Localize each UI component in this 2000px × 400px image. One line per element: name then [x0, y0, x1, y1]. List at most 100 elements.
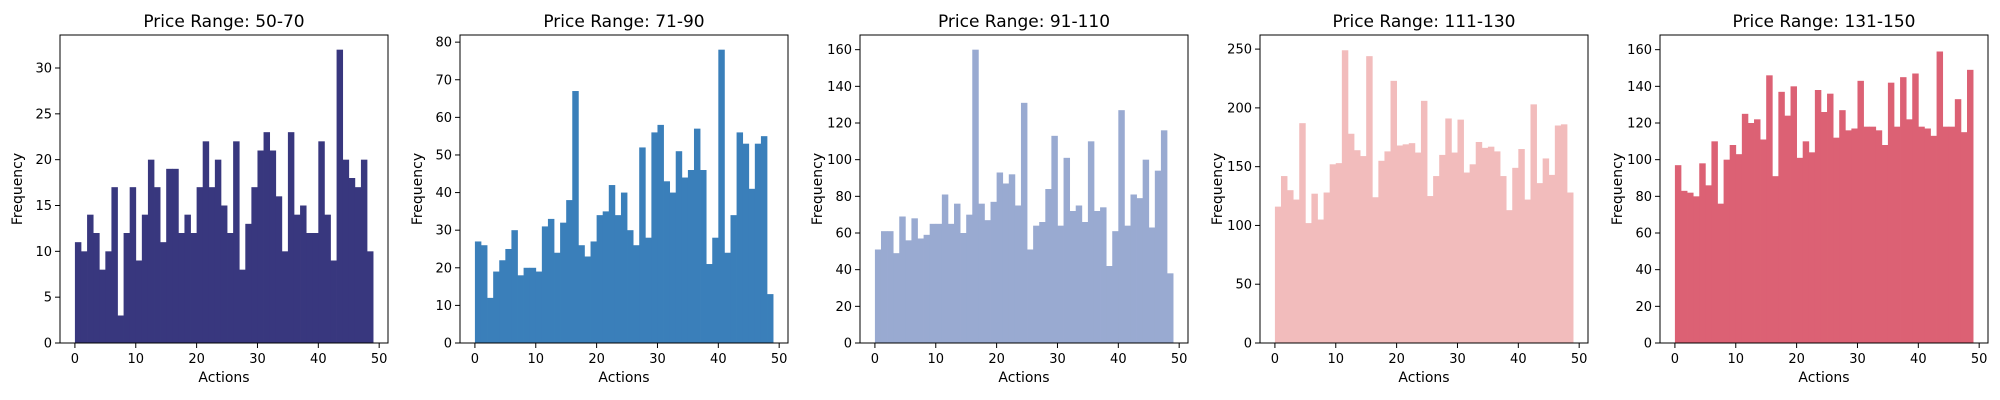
histogram-bar: [954, 203, 961, 343]
histogram-bar: [1936, 51, 1944, 343]
histogram-bar: [911, 218, 918, 343]
histogram-panel-1: 0 10 20 30 40 50 0 5 10 15 20 25 30 Price Range: 50-7…: [10, 12, 389, 386]
histogram-bar: [1912, 73, 1919, 343]
x-tick-label: 50: [1571, 352, 1588, 367]
x-tick-label: 20: [1388, 352, 1405, 367]
x-tick-label: 0: [871, 352, 879, 367]
histogram-bar: [1481, 147, 1489, 343]
histogram-bar: [1372, 197, 1379, 343]
histogram-bar: [293, 214, 301, 343]
histogram-bar: [1741, 113, 1749, 343]
histogram-bar: [1427, 196, 1434, 343]
histogram-bar: [560, 222, 567, 343]
x-tick-label: 40: [1510, 352, 1527, 367]
histogram-bar: [348, 178, 356, 343]
histogram-bar: [1463, 172, 1471, 343]
histogram-bar: [596, 215, 604, 343]
x-tick-label: 10: [127, 352, 144, 367]
panel-title: Price Range: 91-110: [938, 12, 1110, 32]
histogram-bar: [499, 260, 506, 343]
histogram-bar: [1845, 130, 1852, 343]
y-tick-label: 40: [835, 263, 852, 278]
histogram-bar: [880, 231, 888, 343]
histogram-panel-3: 0 10 20 30 40 50 0 20 40 60 80 100 120 140 160 Price Ra…: [810, 12, 1189, 386]
histogram-bar: [923, 234, 931, 343]
histogram-bar: [1311, 193, 1318, 343]
histogram-bar: [178, 233, 185, 343]
y-tick-label: 5: [44, 291, 52, 306]
histogram-bar: [1554, 125, 1562, 344]
histogram-bar: [123, 233, 131, 343]
histogram-bar: [899, 216, 906, 343]
x-axis-label: Actions: [598, 370, 649, 386]
histogram-bar: [318, 141, 325, 343]
panel-title: Price Range: 131-150: [1733, 12, 1916, 32]
histogram-bar: [602, 211, 610, 343]
histogram-bar: [996, 172, 1004, 343]
histogram-bar: [614, 215, 622, 343]
histogram-bar: [354, 187, 362, 343]
histogram-bar: [1360, 156, 1367, 343]
histogram-bar: [1772, 176, 1779, 343]
x-tick-label: 30: [1049, 352, 1066, 367]
histogram-bar: [1506, 210, 1513, 343]
histogram-bar: [1918, 126, 1925, 343]
histogram-bar: [1335, 163, 1343, 343]
histogram-bar: [1451, 152, 1458, 343]
histogram-bar: [111, 187, 118, 343]
histogram-bar: [1729, 145, 1737, 343]
histogram-bar: [1542, 158, 1550, 343]
y-tick-label: 60: [835, 227, 852, 242]
y-tick-label: 140: [827, 80, 852, 95]
histogram-bar: [239, 269, 246, 343]
histogram-bar: [233, 141, 240, 343]
histogram-bar: [1347, 133, 1355, 343]
histogram-bar: [1960, 132, 1968, 343]
histogram-bar: [1293, 199, 1300, 343]
histogram-bar: [887, 231, 894, 343]
x-tick-label: 40: [1910, 352, 1927, 367]
histogram-bar: [1723, 159, 1731, 343]
histogram-bar: [129, 187, 137, 343]
histogram-bar: [554, 252, 561, 343]
y-tick-label: 15: [35, 199, 52, 214]
histogram-bar: [214, 159, 222, 343]
histogram-bar: [893, 253, 900, 343]
y-tick-label: 120: [1627, 117, 1652, 132]
histogram-bar: [1457, 119, 1464, 343]
y-tick-label: 100: [827, 153, 852, 168]
histogram-bar: [572, 91, 579, 343]
histogram-panel-4: 0 10 20 30 40 50 0 50 100 150 200 250 Price Range: 1…: [1210, 12, 1589, 386]
histogram-bar: [87, 214, 94, 343]
y-tick-label: 40: [435, 186, 452, 201]
histogram-bar: [1124, 225, 1131, 343]
histogram-bar: [257, 150, 264, 343]
histogram-bar: [1833, 137, 1840, 343]
x-axis-label: Actions: [998, 370, 1049, 386]
histogram-bar: [947, 223, 955, 343]
histogram-bar: [1930, 135, 1937, 343]
histogram-bar: [154, 187, 161, 343]
histogram-bar: [1136, 198, 1144, 343]
histogram-bar: [281, 251, 289, 343]
histogram-bar: [1118, 110, 1125, 343]
histogram-bar: [693, 128, 701, 343]
histogram-bar: [1548, 174, 1556, 343]
y-axis-label: Frequency: [810, 153, 826, 225]
histogram-bar: [1530, 104, 1537, 343]
histogram-bar: [547, 218, 555, 343]
histogram-bar: [287, 132, 295, 343]
histogram-bar: [700, 170, 707, 343]
histogram-bar: [675, 151, 683, 343]
histogram-bar: [505, 248, 512, 343]
histogram-bar: [1390, 80, 1397, 343]
x-tick-label: 20: [988, 352, 1005, 367]
histogram-bar: [1881, 145, 1889, 343]
histogram-bar: [1687, 192, 1694, 343]
histogram-bar: [1439, 154, 1446, 343]
histogram-bar: [1518, 149, 1525, 343]
histogram-bar: [1154, 170, 1162, 343]
histogram-bar: [227, 233, 234, 343]
histogram-bar: [1766, 75, 1773, 343]
y-tick-label: 10: [435, 299, 452, 314]
